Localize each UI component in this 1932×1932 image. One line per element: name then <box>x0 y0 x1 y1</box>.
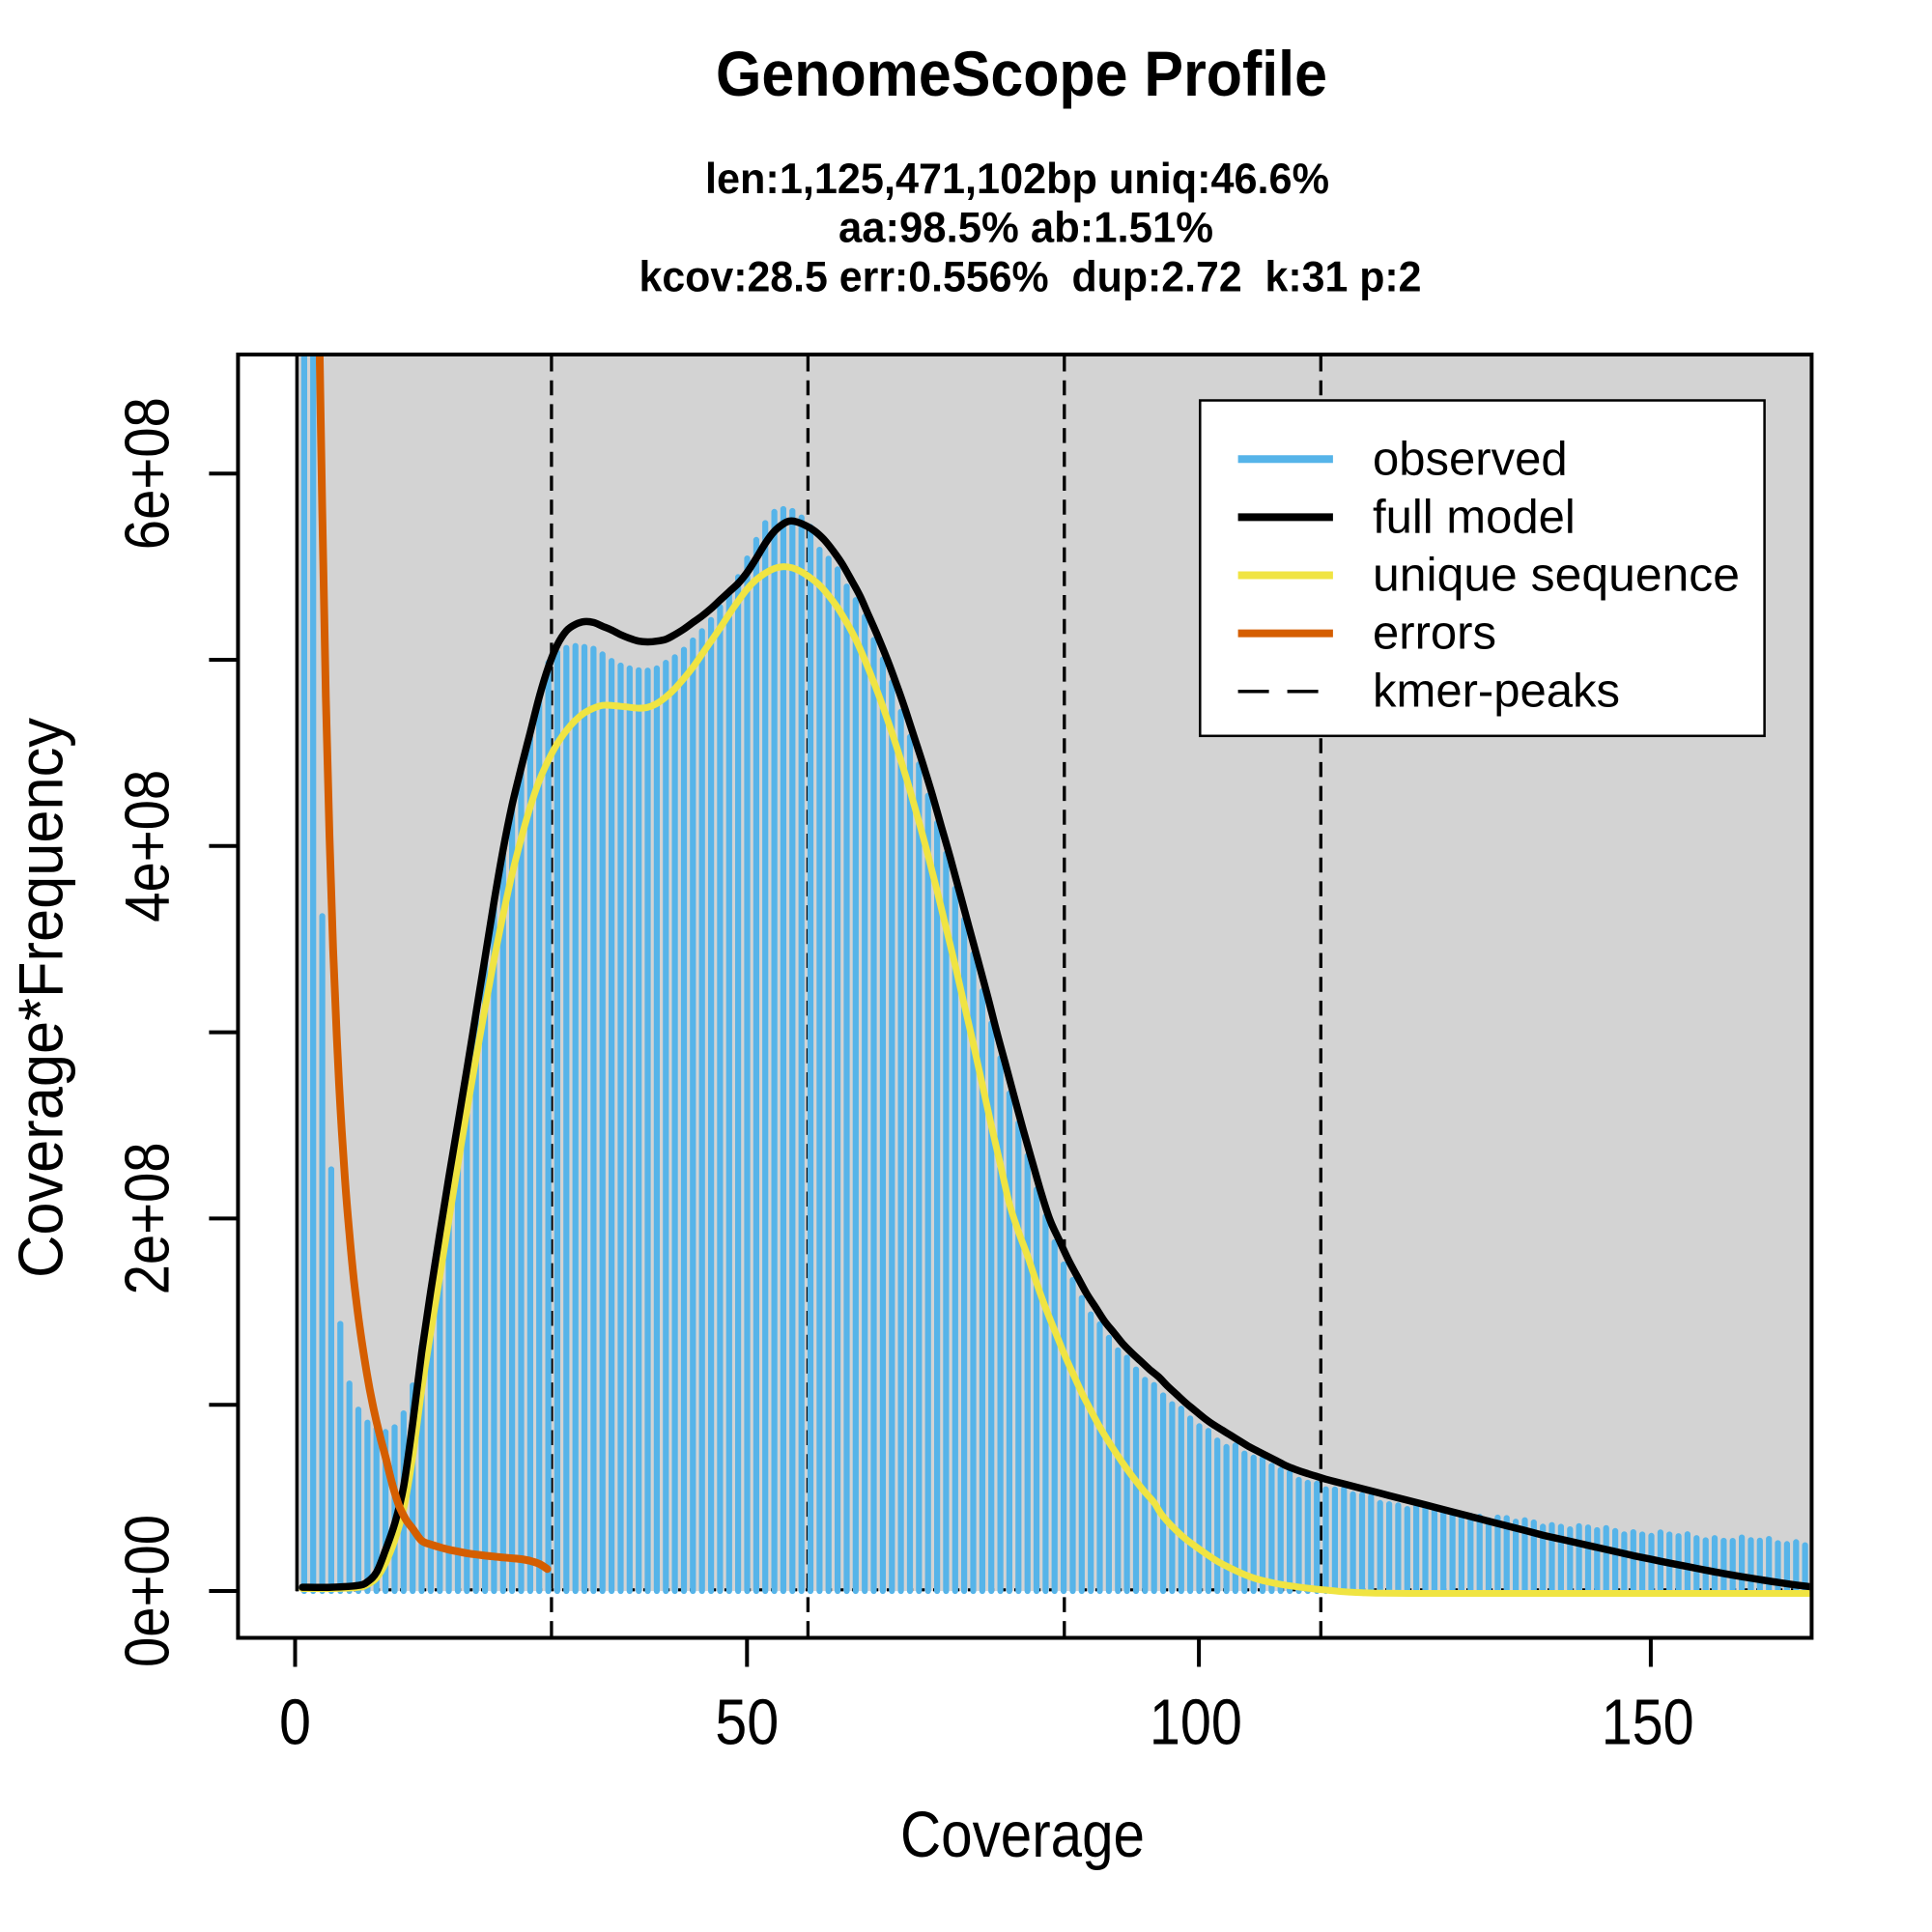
svg-text:100: 100 <box>1150 1687 1242 1759</box>
svg-text:50: 50 <box>715 1687 779 1759</box>
svg-text:GenomeScope Profile: GenomeScope Profile <box>716 38 1327 109</box>
svg-text:unique sequence: unique sequence <box>1373 550 1740 602</box>
svg-text:kmer-peaks: kmer-peaks <box>1373 666 1620 718</box>
svg-text:len:1,125,471,102bp uniq:46.6%: len:1,125,471,102bp uniq:46.6% <box>705 156 1329 203</box>
svg-text:Coverage: Coverage <box>900 1799 1145 1871</box>
svg-text:Coverage*Frequency: Coverage*Frequency <box>6 718 76 1278</box>
svg-text:0: 0 <box>279 1687 311 1759</box>
svg-text:observed: observed <box>1373 433 1568 485</box>
svg-text:2e+08: 2e+08 <box>112 1142 183 1294</box>
svg-text:0e+00: 0e+00 <box>112 1515 183 1667</box>
svg-text:6e+08: 6e+08 <box>112 397 183 550</box>
svg-text:errors: errors <box>1373 608 1496 660</box>
svg-text:4e+08: 4e+08 <box>112 770 183 923</box>
svg-text:kcov:28.5 err:0.556% dup:2.72: kcov:28.5 err:0.556% dup:2.72 k:31 p:2 <box>639 253 1422 300</box>
svg-text:aa:98.5% ab:1.51%: aa:98.5% ab:1.51% <box>838 205 1213 252</box>
svg-text:full model: full model <box>1373 491 1576 543</box>
svg-text:150: 150 <box>1602 1687 1694 1759</box>
